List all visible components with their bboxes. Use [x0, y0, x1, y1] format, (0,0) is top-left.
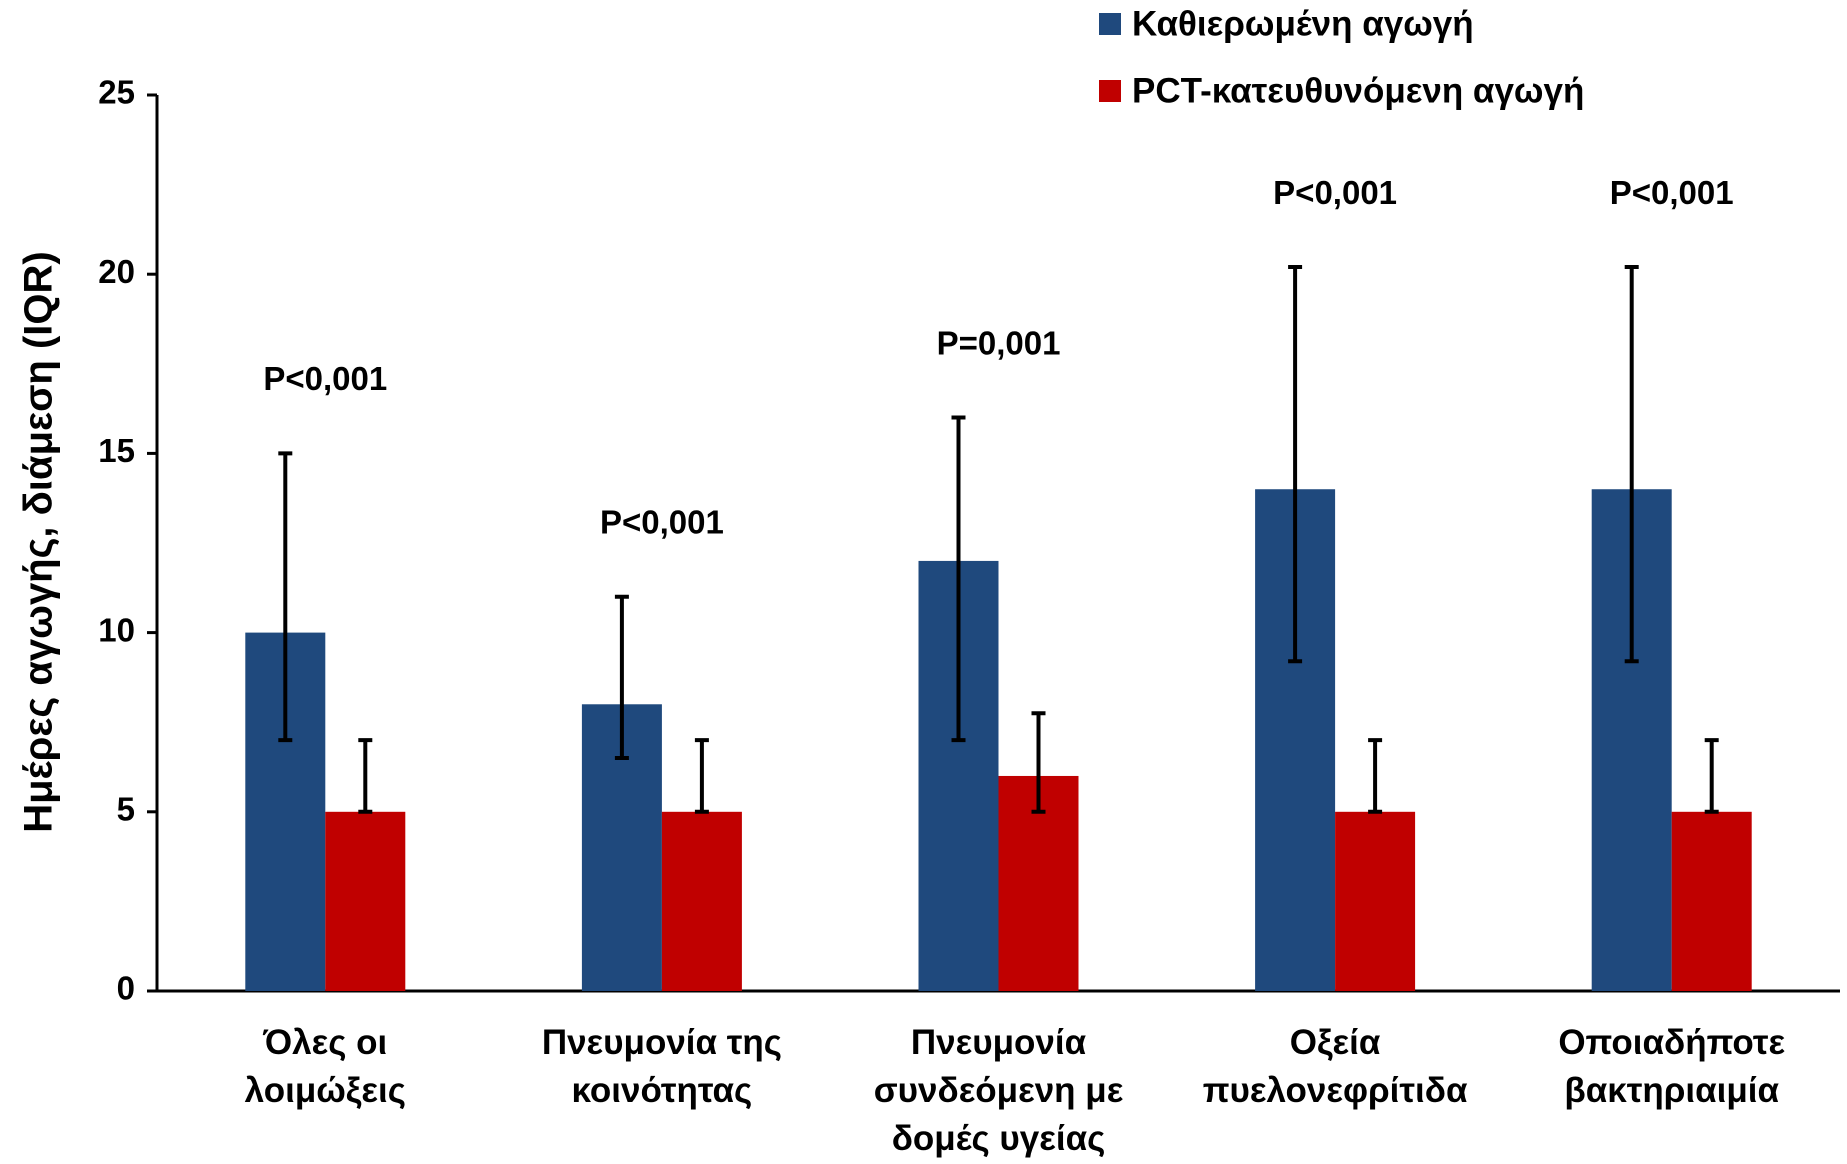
bar	[325, 811, 406, 991]
y-tick-label: 15	[98, 432, 135, 469]
annotation: P=0,001	[937, 324, 1061, 361]
error-bar	[278, 451, 293, 743]
bar	[661, 811, 742, 991]
legend-label: Καθιερωμένη αγωγή	[1132, 4, 1474, 43]
x-tick-label: Πνευμονία της κοινότητας	[542, 1023, 782, 1110]
y-axis-label: Ημέρες αγωγής, διάμεση (IQR)	[17, 251, 61, 832]
legend-swatch	[1099, 13, 1121, 35]
annotation: P<0,001	[1610, 174, 1734, 211]
error-bar	[694, 738, 709, 814]
annotation: P<0,001	[600, 503, 724, 540]
y-tick-label: 20	[98, 253, 135, 290]
annotation: P<0,001	[263, 360, 387, 397]
x-tick-label: Οξεία πυελονεφρίτιδα	[1203, 1023, 1468, 1110]
error-bar	[1704, 738, 1719, 814]
error-bar	[951, 415, 966, 743]
error-bar	[1368, 738, 1383, 814]
error-bar	[1288, 265, 1303, 664]
y-tick-label: 10	[98, 611, 135, 648]
x-tick-label: Όλες οι λοιμώξεις	[245, 1023, 406, 1110]
x-tick-label: Πνευμονία συνδεόμενη με δομές υγείας	[874, 1023, 1124, 1158]
annotation: P<0,001	[1273, 174, 1397, 211]
error-bar	[1624, 265, 1639, 664]
legend-label: PCT-κατευθυνόμενη αγωγή	[1132, 71, 1584, 110]
x-tick-label: Οποιαδήποτε βακτηριαιμία	[1558, 1023, 1785, 1110]
y-tick-label: 25	[98, 74, 135, 111]
error-bar	[614, 594, 629, 761]
legend-swatch	[1099, 80, 1121, 102]
error-bar	[1031, 711, 1046, 814]
bar	[1671, 811, 1752, 991]
y-tick-label: 5	[117, 791, 135, 828]
y-tick-label: 0	[117, 970, 135, 1007]
bar	[1335, 811, 1416, 991]
error-bar	[358, 738, 373, 814]
